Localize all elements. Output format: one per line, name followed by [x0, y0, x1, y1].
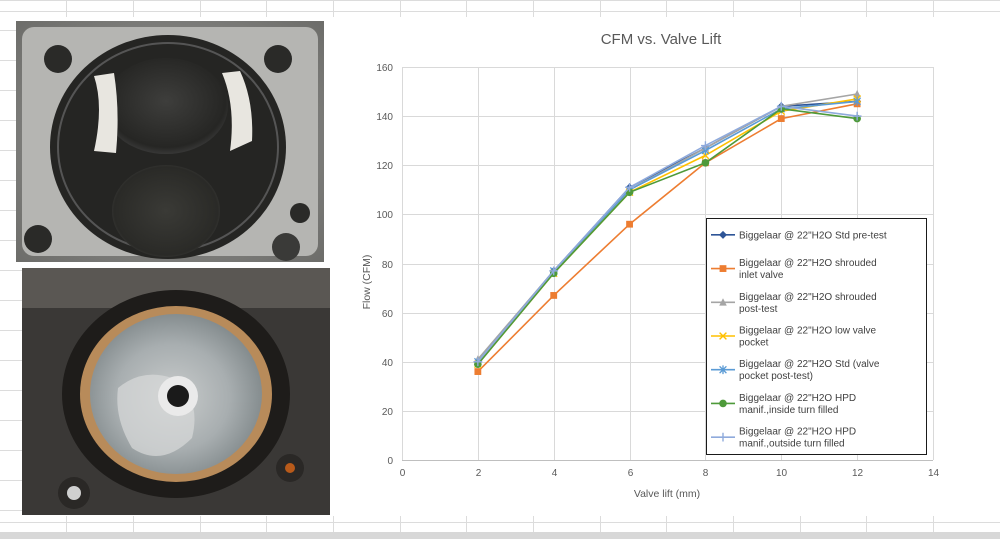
x-tick-label: 12: [852, 468, 864, 479]
x-tick-label: 8: [703, 468, 709, 479]
legend-swatch-marker: [718, 432, 728, 442]
legend-swatch-marker: [719, 230, 727, 239]
data-point: [474, 368, 482, 375]
legend-swatch-marker: [719, 298, 727, 306]
axis-ticks: 0 20 40 60 80 100 120 140 160 0 2 4 6 8 10 12 14: [376, 63, 939, 479]
legend-item: Biggelaar @ 22"H2O Std (valve pocket post…: [711, 359, 880, 382]
legend-item: Biggelaar @ 22"H2O shrouded post-test: [711, 292, 877, 315]
legend-item: Biggelaar @ 22"H2O low valve pocket: [711, 326, 877, 349]
valve-seat-closeup-photo: [22, 268, 330, 515]
data-point: [473, 357, 483, 367]
data-point: [853, 90, 861, 98]
data-point: [550, 292, 558, 299]
y-axis-label: Flow (CFM): [361, 255, 373, 310]
legend-swatch-marker: [719, 332, 727, 340]
legend-label: Biggelaar @ 22"H2O Std pre-test: [739, 230, 887, 241]
legend-item: Biggelaar @ 22"H2O HPD manif.,inside turn…: [711, 393, 856, 416]
valve-pocket-photo-icon: [16, 21, 324, 262]
series-line: [477, 105, 858, 363]
legend-item: Biggelaar @ 22"H2O HPD manif.,outside tur…: [711, 427, 856, 450]
x-tick-label: 4: [552, 468, 558, 479]
legend-item: Biggelaar @ 22"H2O shrouded inlet valve: [711, 258, 877, 281]
y-tick-label: 100: [376, 210, 393, 221]
y-tick-label: 60: [382, 309, 394, 320]
data-point: [852, 111, 862, 121]
legend-swatch-marker: [719, 365, 727, 375]
cylinder-head-valve-pockets-photo: [16, 21, 324, 262]
cfm-line-chart: CFM vs. Valve Lift 020406080100120140160…: [361, 31, 939, 500]
data-point: [776, 101, 786, 111]
data-point: [625, 182, 634, 192]
legend-label: Biggelaar @ 22"H2O low valve pocket: [739, 326, 877, 349]
data-point: [777, 115, 785, 122]
x-axis-label: Valve lift (mm): [634, 488, 700, 500]
x-tick-label: 0: [400, 468, 406, 479]
y-tick-label: 20: [382, 407, 394, 418]
legend-label: Biggelaar @ 22"H2O shrouded post-test: [739, 292, 877, 315]
legend-box: [706, 218, 927, 455]
chart-area: CFM vs. Valve Lift 0 20 40 60 80 100 120 140 160…: [340, 17, 1000, 516]
x-tick-label: 14: [928, 468, 940, 479]
legend-label: Biggelaar @ 22"H2O shrouded inlet valve: [739, 258, 877, 281]
y-tick-label: 160: [376, 63, 393, 74]
y-tick-label: 40: [382, 358, 394, 369]
x-tick-label: 10: [776, 468, 788, 479]
y-tick-label: 120: [376, 161, 393, 172]
legend: Biggelaar @ 22"H2O Std pre-test Biggelaar…: [706, 218, 927, 455]
data-point: [701, 158, 710, 167]
y-tick-label: 80: [382, 260, 394, 271]
series-7: [473, 101, 862, 367]
y-tick-label: 140: [376, 112, 393, 123]
series-line: [477, 108, 858, 365]
y-tick-label: 0: [387, 456, 393, 467]
data-point: [549, 266, 559, 276]
legend-item: Biggelaar @ 22"H2O Std pre-test: [711, 230, 887, 241]
legend-swatch-marker: [719, 399, 727, 408]
legend-swatch-marker: [719, 265, 727, 272]
series-lines: [473, 90, 862, 375]
x-tick-label: 2: [476, 468, 482, 479]
series-line: [477, 103, 858, 373]
window-bottom-bar: [0, 532, 1000, 539]
chart-title: CFM vs. Valve Lift: [601, 31, 722, 48]
legend-label: Biggelaar @ 22"H2O HPD manif.,inside turn…: [739, 393, 856, 416]
x-tick-label: 6: [628, 468, 634, 479]
valve-seat-photo-icon: [22, 268, 330, 515]
data-point: [701, 141, 710, 150]
legend-label: Biggelaar @ 22"H2O HPD manif.,outside tur…: [739, 427, 856, 450]
data-point: [626, 220, 633, 228]
data-point: [853, 96, 862, 106]
legend-label: Biggelaar @ 22"H2O Std (valve pocket post…: [739, 359, 880, 382]
